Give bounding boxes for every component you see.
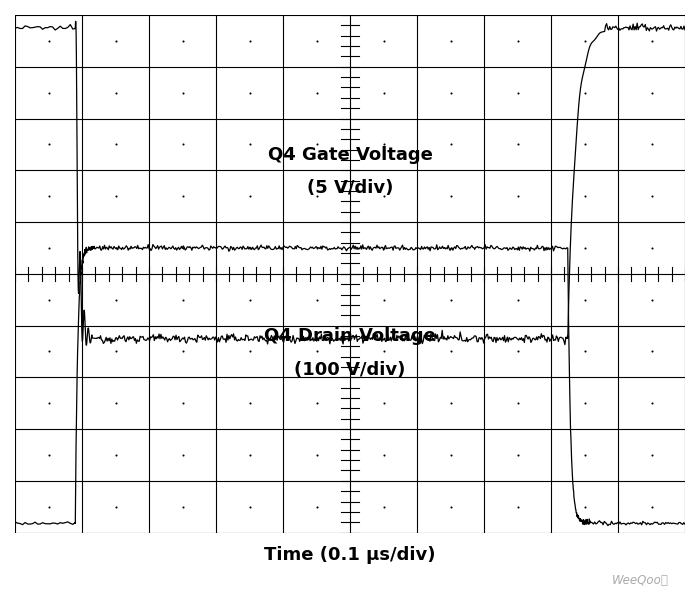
Text: (100 V/div): (100 V/div): [294, 361, 406, 379]
Text: (5 V/div): (5 V/div): [307, 179, 393, 198]
X-axis label: Time (0.1 μs/div): Time (0.1 μs/div): [265, 547, 435, 564]
Text: Q4 Gate Voltage: Q4 Gate Voltage: [267, 146, 433, 163]
Text: WeeQoo库: WeeQoo库: [612, 574, 668, 587]
Text: Q4 Drain Voltage: Q4 Drain Voltage: [264, 327, 436, 345]
